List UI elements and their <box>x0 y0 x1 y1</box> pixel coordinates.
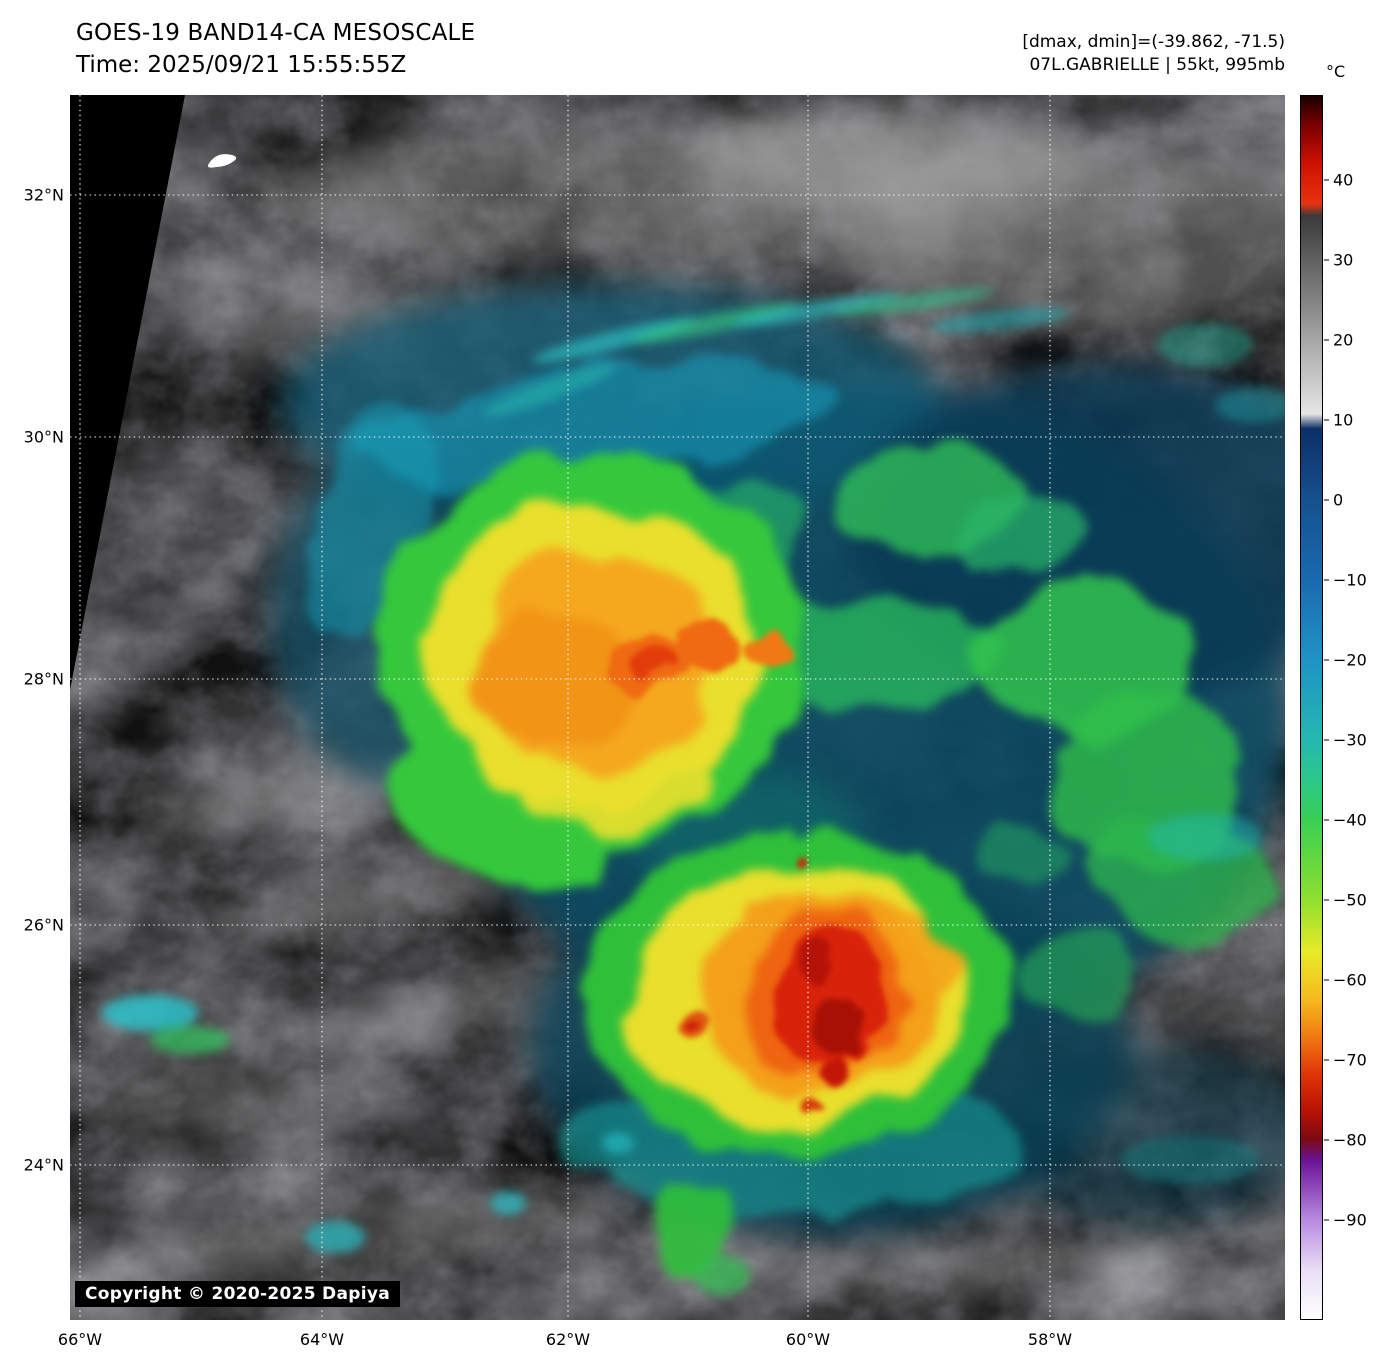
colorbar-tick: −10 <box>1324 570 1367 589</box>
tick-label: 40 <box>1333 170 1354 190</box>
lat-label-30n: 30°N <box>23 427 64 447</box>
colorbar-tick: −50 <box>1324 890 1367 909</box>
tick-label: −40 <box>1333 810 1367 830</box>
lat-label-26n: 26°N <box>23 915 64 935</box>
tick-mark <box>1324 1139 1329 1141</box>
copyright-badge: Copyright © 2020-2025 Dapiya <box>75 1281 400 1307</box>
colorbar-tick: 30 <box>1324 250 1353 269</box>
lon-label-62w: 62°W <box>545 1330 591 1349</box>
colorbar-tick: −40 <box>1324 810 1367 829</box>
bermuda-outline <box>207 154 237 168</box>
tick-label: 0 <box>1333 490 1344 510</box>
satellite-imagery <box>70 95 1285 1320</box>
figure-title: GOES-19 BAND14-CA MESOSCALE <box>76 20 476 46</box>
lat-label-28n: 28°N <box>23 669 64 689</box>
lat-label-24n: 24°N <box>23 1155 64 1175</box>
no-data-wedge <box>70 95 185 690</box>
tick-mark <box>1324 739 1329 741</box>
dmax-dmin-readout: [dmax, dmin]=(-39.862, -71.5) <box>1022 32 1285 52</box>
colorbar <box>1300 95 1323 1320</box>
colorbar-tick: −30 <box>1324 730 1367 749</box>
tick-label: −70 <box>1333 1050 1367 1070</box>
colorbar-tick: −20 <box>1324 650 1367 669</box>
tick-label: 10 <box>1333 410 1354 430</box>
satellite-map: Copyright © 2020-2025 Dapiya <box>70 95 1285 1320</box>
tick-label: −60 <box>1333 970 1367 990</box>
lon-label-66w: 66°W <box>57 1330 103 1349</box>
tick-mark <box>1324 659 1329 661</box>
tick-label: 20 <box>1333 330 1354 350</box>
tick-mark <box>1324 819 1329 821</box>
colorbar-tick: 0 <box>1324 490 1343 509</box>
tick-mark <box>1324 419 1329 421</box>
colorbar-tick: 10 <box>1324 410 1353 429</box>
tick-mark <box>1324 259 1329 261</box>
storm-info-readout: 07L.GABRIELLE | 55kt, 995mb <box>1029 55 1285 75</box>
colorbar-tick: −90 <box>1324 1210 1367 1229</box>
tick-mark <box>1324 339 1329 341</box>
colorbar-tick: 20 <box>1324 330 1353 349</box>
lat-label-32n: 32°N <box>23 185 64 205</box>
colorbar-tick: 40 <box>1324 170 1353 189</box>
colorbar-tick: −60 <box>1324 970 1367 989</box>
tick-mark <box>1324 979 1329 981</box>
tick-mark <box>1324 1219 1329 1221</box>
storm-hot-spots <box>606 620 886 1114</box>
scattered-cold-patches <box>102 323 1285 1295</box>
colorbar-tick: −80 <box>1324 1130 1367 1149</box>
tick-label: −20 <box>1333 650 1367 670</box>
tick-mark <box>1324 179 1329 181</box>
colorbar-unit-label: °C <box>1326 62 1346 81</box>
colorbar-ticks: 40 30 20 10 0 −10 −20 −30 −40 −50 −60 −70 −80 −90 <box>1324 95 1388 1320</box>
lon-label-60w: 60°W <box>785 1330 831 1349</box>
tick-label: −10 <box>1333 570 1367 590</box>
tick-mark <box>1324 899 1329 901</box>
storm-main-core <box>375 455 805 893</box>
latlon-grid <box>70 95 1285 1320</box>
transverse-cirrus-streaks <box>484 288 1070 416</box>
colorbar-tick: −70 <box>1324 1050 1367 1069</box>
tick-label: −50 <box>1333 890 1367 910</box>
tick-mark <box>1324 579 1329 581</box>
tick-label: −30 <box>1333 730 1367 750</box>
tick-label: −80 <box>1333 1130 1367 1150</box>
tick-label: −90 <box>1333 1210 1367 1230</box>
tick-mark <box>1324 1059 1329 1061</box>
lon-label-58w: 58°W <box>1027 1330 1073 1349</box>
figure-timestamp: Time: 2025/09/21 15:55:55Z <box>76 52 407 78</box>
lon-label-64w: 64°W <box>299 1330 345 1349</box>
tick-label: 30 <box>1333 250 1354 270</box>
tick-mark <box>1324 499 1329 501</box>
